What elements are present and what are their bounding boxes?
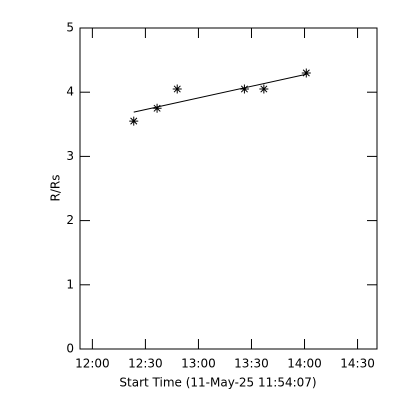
y-tick-label: 1 — [66, 277, 74, 291]
fit-line — [133, 73, 307, 113]
y-tick-label: 3 — [66, 149, 74, 163]
plot-frame — [79, 27, 378, 350]
x-tick-label: 12:00 — [75, 357, 110, 371]
x-tick-label: 14:00 — [287, 357, 322, 371]
y-tick-label: 5 — [66, 21, 74, 35]
x-tick-label: 13:00 — [181, 357, 216, 371]
y-tick-label: 0 — [66, 342, 74, 356]
y-tick-label: 2 — [66, 213, 74, 227]
data-point — [129, 116, 139, 126]
y-axis-label: R/Rs — [49, 175, 63, 202]
x-tick-label: 14:30 — [340, 357, 375, 371]
x-tick-label: 13:30 — [234, 357, 269, 371]
x-tick-label: 12:30 — [128, 357, 163, 371]
y-tick-label: 4 — [66, 85, 74, 99]
data-point — [301, 68, 311, 78]
data-point — [172, 84, 182, 94]
data-point — [259, 84, 269, 94]
x-axis-label: Start Time (11-May-25 11:54:07) — [119, 376, 316, 390]
data-point — [239, 84, 249, 94]
data-point — [152, 103, 162, 113]
